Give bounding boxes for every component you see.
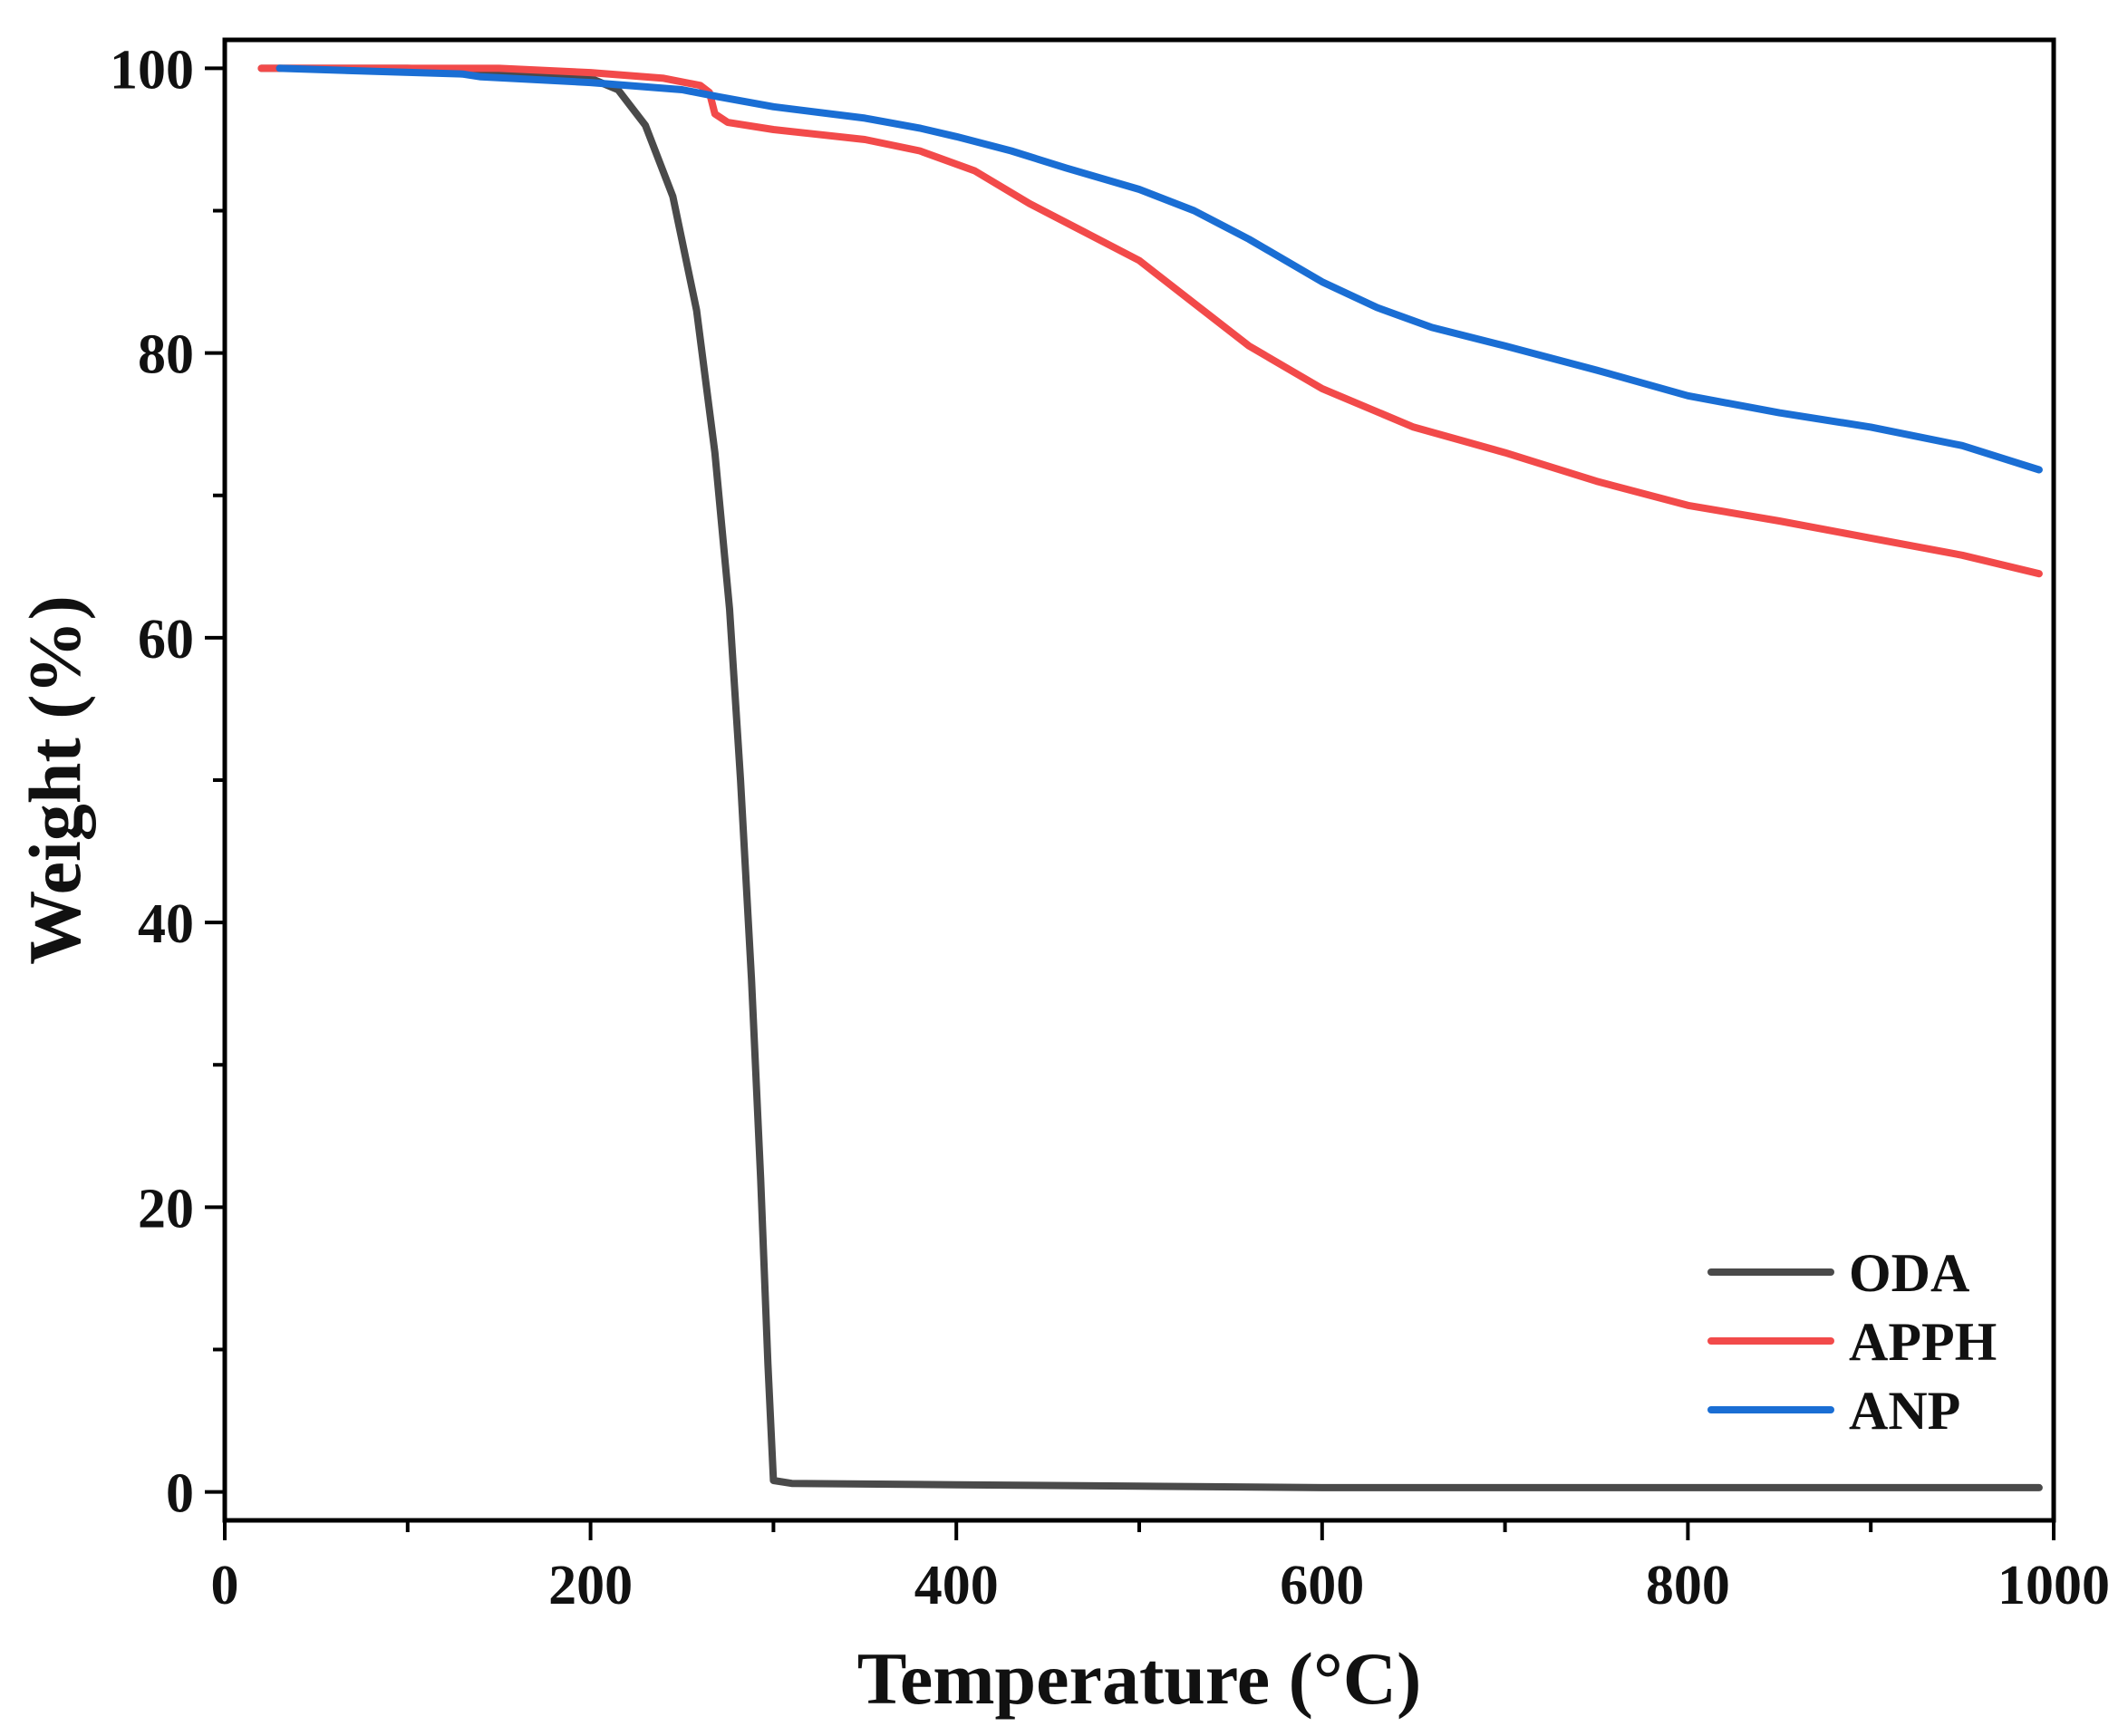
x-tick-label: 400 xyxy=(914,1555,999,1616)
axis-ticks xyxy=(205,66,2055,1540)
y-tick-label: 80 xyxy=(138,324,194,386)
x-tick-label: 800 xyxy=(1646,1555,1730,1616)
y-axis-title: Weight (%) xyxy=(14,595,96,965)
y-tick-label: 20 xyxy=(138,1178,194,1239)
x-axis-title: Temperature (°C) xyxy=(857,1637,1422,1720)
y-tick-label: 0 xyxy=(166,1463,194,1525)
legend: ODA APPH ANP xyxy=(1707,1243,1997,1441)
x-tick-label: 0 xyxy=(211,1555,239,1616)
legend-label-anp: ANP xyxy=(1849,1381,1960,1441)
axis-tick-labels: 0 200 400 600 800 1000 0 20 40 60 80 100 xyxy=(110,39,2110,1616)
y-tick-label: 60 xyxy=(138,609,194,670)
legend-label-apph: APPH xyxy=(1849,1312,1997,1372)
y-tick-label: 40 xyxy=(138,893,194,955)
series-lines xyxy=(257,64,2043,1491)
x-tick-label: 1000 xyxy=(1997,1555,2110,1616)
x-tick-label: 200 xyxy=(548,1555,633,1616)
x-tick-label: 600 xyxy=(1280,1555,1364,1616)
series-line-apph xyxy=(257,64,2043,578)
y-tick-label: 100 xyxy=(110,39,194,101)
series-line-anp xyxy=(276,64,2043,474)
legend-label-oda: ODA xyxy=(1849,1243,1969,1303)
